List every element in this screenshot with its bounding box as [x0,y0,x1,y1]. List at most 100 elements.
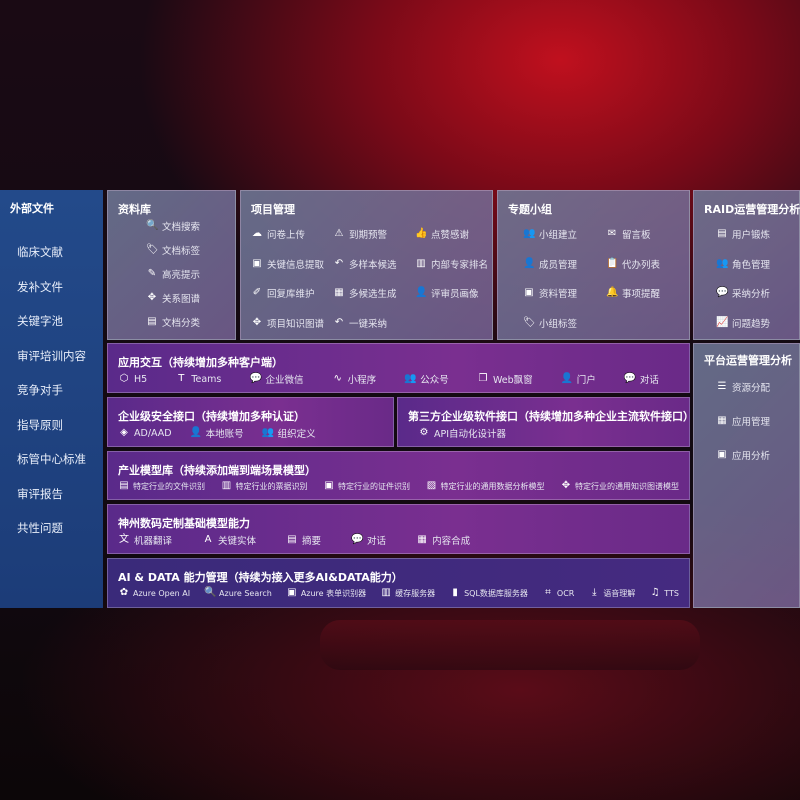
feature-item[interactable]: ✥ 项目知识图谱 [251,316,324,330]
feature-item[interactable]: 👤 本地账号 [190,426,244,440]
feature-item[interactable]: 🏷 小组标签 [523,316,577,330]
feature-item[interactable]: ▣ Azure 表单识别器 [286,587,366,599]
feature-item[interactable]: ✐ 回复库维护 [251,286,315,300]
feature-item[interactable]: 👤 评审员画像 [415,286,479,300]
feature-label: 评审员画像 [431,289,479,300]
feature-item[interactable]: ▤ 文档分类 [146,315,200,329]
feature-item[interactable]: 👤 成员管理 [523,257,577,271]
feature-item[interactable]: 💬 企业微信 [250,372,304,386]
feature-item[interactable]: 🔍 文档搜索 [146,219,200,233]
feature-item[interactable]: 🔍 Azure Search [204,587,272,599]
feature-item[interactable]: 📋 代办列表 [606,257,660,271]
feature-item[interactable]: 👤 门户 [561,372,596,386]
feature-item[interactable]: ▣ 应用分析 [716,448,770,462]
feature-item[interactable]: ⌗ OCR [542,587,574,599]
feature-label: 机器翻译 [134,536,173,547]
panel-library: 资料库 🔍 文档搜索 🏷 文档标签 ✎ 高亮提示 ✥ 关系图谱 ▤ 文档分类 [107,190,236,340]
feature-item[interactable]: ✉ 留言板 [606,227,651,241]
feature-item[interactable]: ✥ 关系图谱 [146,291,200,305]
sidebar-item[interactable]: 共性问题 [17,521,63,535]
feature-item[interactable]: ▦ 多候选生成 [333,286,396,300]
panel-industry: 产业模型库（持续添加端到端场景模型） ▤ 特定行业的文件识别 ▥ 特定行业的票据识别 ▣ 特… [107,451,690,500]
feature-item[interactable]: ▤ 摘要 [286,533,321,547]
feature-item[interactable]: ▦ 应用管理 [716,414,770,428]
feature-label: AD/AAD [134,427,172,439]
trend-icon: 📈 [716,316,729,328]
feature-item[interactable]: ◈ AD/AAD [118,427,172,439]
feature-item[interactable]: A 关键实体 [202,533,256,547]
feature-item[interactable]: ⚙ API自动化设计器 [418,426,507,440]
feature-item[interactable]: ▦ 内容合成 [416,533,470,547]
feature-item[interactable]: 💬 对话 [624,372,659,386]
sidebar-item[interactable]: 发补文件 [17,279,63,294]
graph-icon: ✥ [252,316,262,328]
feature-item[interactable]: ✎ 高亮提示 [146,267,200,281]
sidebar-item[interactable]: 指导原则 [17,417,63,432]
sidebar-item[interactable]: 竞争对手 [17,383,63,397]
wecom-icon: 💬 [249,373,262,384]
feature-label: 内部专家排名 [431,259,489,271]
feature-label: 小组建立 [539,230,578,241]
feature-item[interactable]: 👍 点赞感谢 [415,227,469,241]
feature-item[interactable]: 👥 小组建立 [523,227,577,241]
feature-item[interactable]: ∿ 小程序 [332,372,376,386]
feature-item[interactable]: ▤ 特定行业的文件识别 [118,480,205,492]
feature-item[interactable]: ♫ TTS [649,587,679,599]
feature-item[interactable]: 💬 采纳分析 [716,286,770,300]
feature-item[interactable]: ✥ 特定行业的通用知识图谱模型 [560,480,679,492]
feature-item[interactable]: ✿ Azure Open AI [118,587,190,599]
feature-item[interactable]: ⤓ 语音理解 [588,587,635,599]
feature-item[interactable]: 👥 组织定义 [262,426,316,440]
id-card-icon: ▣ [324,480,334,491]
user-icon: 👤 [415,287,428,298]
feature-label: 事项提醒 [622,289,661,300]
feature-item[interactable]: ❐ Web飘窗 [477,372,532,386]
feature-item[interactable]: ▣ 特定行业的证件识别 [323,480,410,492]
sidebar-item[interactable]: 审评报告 [17,486,63,501]
feature-label: Teams [191,373,222,385]
feature-item[interactable]: ⬡ H5 [118,373,148,385]
feature-item[interactable]: ↶ 一键采纳 [333,316,387,330]
panel-items-row: ⚙ API自动化设计器 [418,426,679,440]
feature-item[interactable]: ▣ 资料管理 [523,286,577,300]
panel-title: 企业级安全接口（持续增加多种认证） [118,410,305,423]
feature-item[interactable]: T Teams [175,373,221,385]
sidebar-item[interactable]: 标管中心标准 [17,452,86,466]
feature-label: 高亮提示 [162,270,201,281]
feature-item[interactable]: ▥ 特定行业的票据识别 [221,480,308,492]
feature-item[interactable]: ☰ 资源分配 [716,380,771,394]
feature-item[interactable]: ▥ 缓存服务器 [380,587,435,599]
feature-item[interactable]: 文机器翻译 [118,533,172,547]
feature-item[interactable]: 👥 公众号 [404,372,449,386]
feature-item[interactable]: ▣ 关键信息提取 [251,257,324,271]
feature-label: 角色管理 [732,259,771,271]
panel-items-row: ⬡ H5 T Teams 💬 企业微信 ∿ 小程序 👥 公众号 ❐ Web飘窗 👤 门户 💬 对话 [118,372,659,386]
feature-label: 关键信息提取 [267,259,325,271]
feature-item[interactable]: ↶ 多样本候选 [333,257,397,271]
feature-item[interactable]: 📈 问题趋势 [716,316,770,330]
panel-aidata: AI & DATA 能力管理（持续为接入更多AI&DATA能力） ✿ Azure O… [107,558,690,608]
qa-icon: 💬 [716,287,729,298]
feature-item[interactable]: 👥 角色管理 [716,257,770,271]
feature-item[interactable]: ⚠ 到期预警 [333,227,388,241]
feature-item[interactable]: ▥ 内部专家排名 [415,257,488,271]
feature-item[interactable]: ▮ SQL数据库服务器 [449,587,528,599]
feature-item[interactable]: 💬 对话 [351,533,386,547]
speech-icon: ⤓ [592,587,597,598]
feature-item[interactable]: ▨ 特定行业的通用数据分析模型 [426,480,545,492]
official-account-icon: 👥 [404,373,417,384]
sidebar-item[interactable]: 审评培训内容 [17,348,86,363]
feature-label: 问卷上传 [267,230,306,241]
feature-item[interactable]: ☁ 问卷上传 [251,227,305,241]
feature-label: 回复库维护 [267,289,315,300]
feature-label: 文档分类 [162,318,201,329]
database-icon: ▮ [452,587,458,598]
feature-label: 缓存服务器 [395,588,436,598]
sidebar-item[interactable]: 关键字池 [17,314,63,328]
feature-item[interactable]: 🏷 文档标签 [146,243,200,257]
feature-item[interactable]: ▤ 用户锻炼 [716,227,770,241]
feature-item[interactable]: 🔔 事项提醒 [606,286,660,300]
sidebar-item[interactable]: 临床文献 [17,245,63,259]
feature-label: 公众号 [420,375,449,386]
feature-label: 组织定义 [277,429,316,440]
